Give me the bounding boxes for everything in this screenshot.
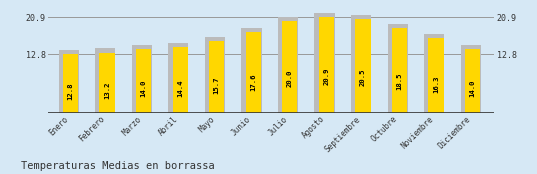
Bar xyxy=(392,28,407,113)
Bar xyxy=(461,45,481,113)
Text: 18.5: 18.5 xyxy=(396,72,402,90)
Bar xyxy=(424,34,444,113)
Text: 15.7: 15.7 xyxy=(214,77,220,94)
Bar xyxy=(245,32,261,113)
Bar xyxy=(172,47,188,113)
Text: 14.4: 14.4 xyxy=(177,79,183,97)
Bar xyxy=(388,24,408,113)
Text: 16.3: 16.3 xyxy=(433,76,439,93)
Bar xyxy=(351,15,371,113)
Bar xyxy=(315,13,335,113)
Bar xyxy=(95,48,115,113)
Text: 14.0: 14.0 xyxy=(141,80,147,97)
Bar xyxy=(205,37,225,113)
Bar xyxy=(429,38,444,113)
Text: 20.5: 20.5 xyxy=(360,69,366,86)
Text: 20.0: 20.0 xyxy=(287,69,293,87)
Text: 13.2: 13.2 xyxy=(104,81,110,99)
Bar xyxy=(99,53,115,113)
Bar xyxy=(465,49,480,113)
Bar xyxy=(209,41,224,113)
Text: 17.6: 17.6 xyxy=(250,74,256,91)
Bar xyxy=(59,50,79,113)
Bar xyxy=(278,17,298,113)
Text: 12.8: 12.8 xyxy=(68,82,74,100)
Bar xyxy=(168,43,188,113)
Text: 20.9: 20.9 xyxy=(323,68,329,85)
Text: 14.0: 14.0 xyxy=(469,80,475,97)
Bar xyxy=(63,54,78,113)
Bar xyxy=(242,28,262,113)
Bar xyxy=(132,45,152,113)
Bar xyxy=(318,17,334,113)
Bar xyxy=(282,21,297,113)
Bar xyxy=(136,49,151,113)
Text: Temperaturas Medias en borrassa: Temperaturas Medias en borrassa xyxy=(21,161,215,171)
Bar xyxy=(355,19,371,113)
